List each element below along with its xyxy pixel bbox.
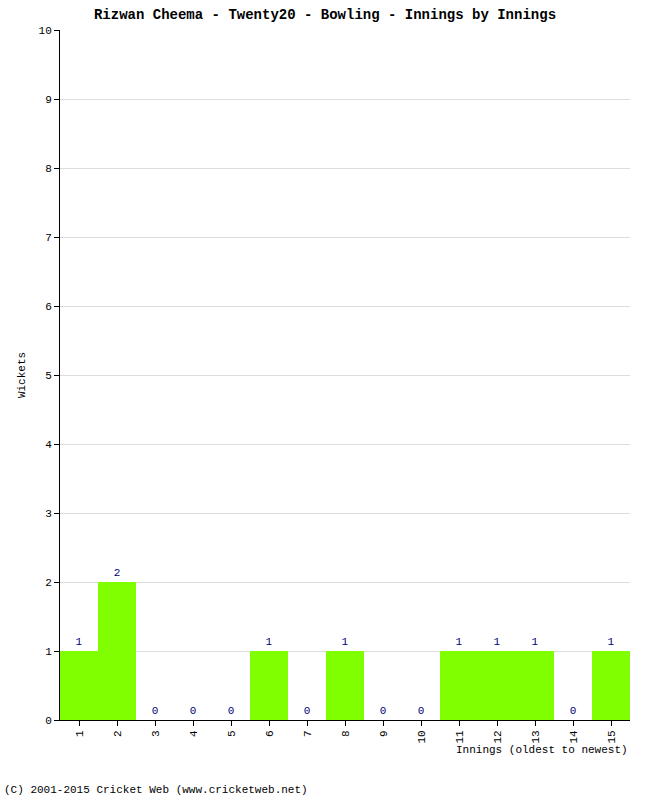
svg-text:1: 1 [532,636,539,648]
svg-text:7: 7 [302,730,314,737]
svg-text:15: 15 [606,730,618,743]
svg-text:2: 2 [45,577,52,589]
svg-text:0: 0 [45,715,52,727]
svg-text:1: 1 [74,730,86,737]
svg-text:6: 6 [264,730,276,737]
svg-text:6: 6 [45,301,52,313]
svg-text:1: 1 [456,636,463,648]
svg-text:1: 1 [494,636,501,648]
svg-text:1: 1 [266,636,273,648]
svg-text:2: 2 [112,730,124,737]
svg-text:0: 0 [228,705,235,717]
svg-text:3: 3 [150,730,162,737]
svg-text:10: 10 [416,730,428,743]
svg-text:8: 8 [45,163,52,175]
svg-text:Rizwan Cheema - Twenty20 - Bow: Rizwan Cheema - Twenty20 - Bowling - Inn… [94,7,556,23]
svg-text:0: 0 [418,705,425,717]
svg-text:13: 13 [530,730,542,743]
svg-text:Wickets: Wickets [16,352,28,398]
svg-text:4: 4 [45,439,52,451]
svg-text:11: 11 [454,730,466,744]
svg-text:5: 5 [226,730,238,737]
svg-text:Innings (oldest to newest): Innings (oldest to newest) [456,744,628,756]
svg-text:1: 1 [608,636,615,648]
svg-text:0: 0 [190,705,197,717]
svg-text:0: 0 [304,705,311,717]
svg-text:2: 2 [114,567,121,579]
svg-text:9: 9 [378,730,390,737]
svg-text:(C) 2001-2015 Cricket Web (www: (C) 2001-2015 Cricket Web (www.cricketwe… [4,784,308,796]
svg-text:12: 12 [492,730,504,743]
svg-text:10: 10 [39,25,52,37]
svg-text:14: 14 [568,730,580,744]
svg-text:8: 8 [340,730,352,737]
svg-text:5: 5 [45,370,52,382]
svg-text:7: 7 [45,232,52,244]
svg-text:4: 4 [188,730,200,737]
svg-text:3: 3 [45,508,52,520]
svg-text:1: 1 [45,646,52,658]
svg-text:0: 0 [570,705,577,717]
svg-text:0: 0 [152,705,159,717]
svg-text:1: 1 [342,636,349,648]
svg-text:0: 0 [380,705,387,717]
svg-text:1: 1 [76,636,83,648]
svg-text:9: 9 [45,94,52,106]
